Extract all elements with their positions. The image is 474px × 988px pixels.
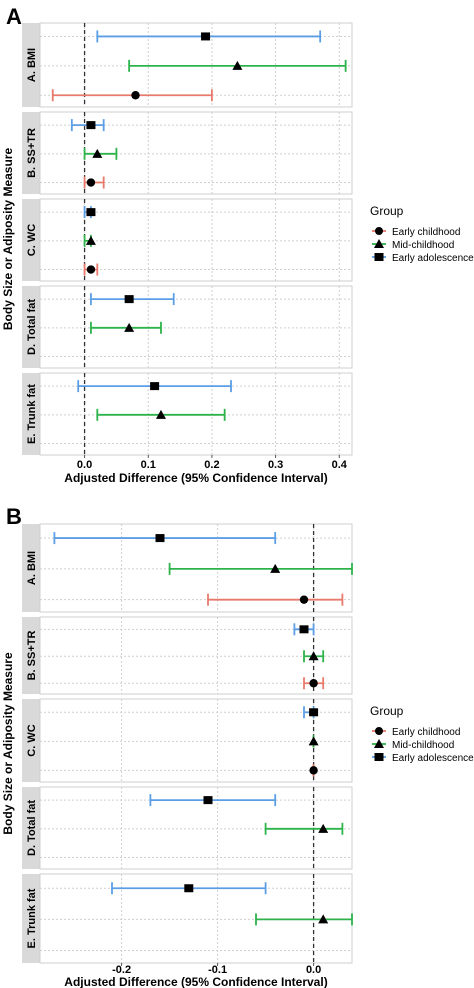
x-tick-label: -0.1 <box>208 964 227 976</box>
point-estimate-square <box>203 796 213 805</box>
facet-plot-area <box>39 698 353 783</box>
point-estimate-square <box>155 534 165 543</box>
facet-panel: D. Total fat <box>22 786 353 870</box>
point-estimate-square <box>86 208 96 217</box>
point-estimate-circle <box>299 595 309 604</box>
facet-plot-area <box>39 616 353 695</box>
point-estimate-square <box>201 32 211 41</box>
facet-strip-label: A. BMI <box>26 551 38 585</box>
facet-strip <box>22 199 40 281</box>
facet-panel: B. SS+TR <box>22 616 353 695</box>
facet-strip <box>22 286 40 368</box>
figure-panel-letter: A <box>6 4 22 29</box>
point-estimate-triangle <box>124 322 135 332</box>
point-estimate-circle <box>86 265 96 274</box>
facet-strip-label: B. SS+TR <box>26 128 38 178</box>
facet-panel: A. BMI <box>22 523 353 613</box>
facet-panel: A. BMI <box>22 22 353 108</box>
facet-strip <box>22 373 40 455</box>
facet-strip-label: C. WC <box>26 224 38 256</box>
forest-plot-a: A Body Size or Adiposity Measure A. BMI B. … <box>1 4 474 485</box>
point-estimate-triangle <box>85 235 96 245</box>
legend-key-triangle <box>374 739 384 748</box>
facet-strip-label: D. Total fat <box>26 800 38 856</box>
facet-strip-label: B. SS+TR <box>26 631 38 681</box>
point-estimate-square <box>150 382 160 391</box>
facet-strip-label: A. BMI <box>26 48 38 82</box>
facet-strip <box>22 23 40 107</box>
y-axis-label: Body Size or Adiposity Measure <box>1 148 15 331</box>
legend-title: Group <box>370 704 404 718</box>
point-estimate-square <box>124 295 134 304</box>
x-axis-label: Adjusted Difference (95% Confidence Inte… <box>64 975 327 988</box>
facet-strip-label: D. Total fat <box>26 299 38 355</box>
facet-strip <box>22 112 40 194</box>
point-estimate-square <box>184 884 194 893</box>
legend-key-triangle <box>374 239 384 248</box>
point-estimate-circle <box>309 679 318 688</box>
point-estimate-triangle <box>308 736 319 746</box>
facet-strip <box>22 874 40 963</box>
legend-entry-label: Mid-childhood <box>392 740 454 751</box>
legend-title: Group <box>370 204 404 218</box>
x-tick-label: 0.3 <box>268 459 283 471</box>
point-estimate-triangle <box>318 823 329 833</box>
facet-panel: E. Trunk fat <box>22 873 353 964</box>
x-axis-label: Adjusted Difference (95% Confidence Inte… <box>64 471 327 485</box>
point-estimate-circle <box>86 178 96 187</box>
legend-entry-label: Early childhood <box>392 227 460 238</box>
x-tick-label: 0.4 <box>332 459 348 471</box>
x-tick-label: -0.2 <box>112 964 131 976</box>
facet-strip <box>22 617 40 694</box>
facet-panel: E. Trunk fat <box>22 372 353 456</box>
point-estimate-triangle <box>270 563 281 573</box>
facet-panel: B. SS+TR <box>22 111 353 195</box>
point-estimate-triangle <box>308 651 319 661</box>
point-estimate-square <box>299 625 309 634</box>
point-estimate-square <box>309 708 319 717</box>
point-estimate-circle <box>131 91 140 100</box>
legend-entry-label: Early adolescence <box>392 753 474 764</box>
facet-strip-label: E. Trunk fat <box>26 888 38 948</box>
legend-entry-label: Early adolescence <box>392 253 474 264</box>
point-estimate-triangle <box>155 409 166 419</box>
forest-plot-b: B Body Size or Adiposity Measure A. BMI B. … <box>1 504 474 988</box>
point-estimate-circle <box>309 766 318 775</box>
x-tick-label: 0.1 <box>141 459 156 471</box>
facet-strip <box>22 787 40 869</box>
point-estimate-triangle <box>92 148 103 158</box>
facet-panel: D. Total fat <box>22 285 353 369</box>
legend-entry-label: Early childhood <box>392 727 460 738</box>
facet-strip-label: E. Trunk fat <box>26 384 38 444</box>
legend: Group Early childhood Mid-childhood Early a… <box>370 204 474 264</box>
facet-strip <box>22 699 40 782</box>
x-tick-label: 0.0 <box>306 964 321 976</box>
legend-key-square <box>374 753 384 761</box>
legend-key-circle <box>375 727 383 735</box>
facet-panel: C. WC <box>22 698 353 783</box>
legend-key-square <box>374 253 384 261</box>
figure-panel-letter: B <box>6 504 22 529</box>
legend: Group Early childhood Mid-childhood Early a… <box>370 704 474 764</box>
facet-strip-label: C. WC <box>26 724 38 756</box>
x-tick-label: 0.2 <box>204 459 219 471</box>
y-axis-label: Body Size or Adiposity Measure <box>1 652 15 835</box>
legend-key-circle <box>375 227 383 235</box>
facet-strip <box>22 524 40 612</box>
point-estimate-triangle <box>232 60 243 70</box>
legend-entry-label: Mid-childhood <box>392 240 454 251</box>
point-estimate-square <box>86 121 96 130</box>
x-tick-label: 0.0 <box>77 459 92 471</box>
facet-plot-area <box>39 285 353 369</box>
facet-panel: C. WC <box>22 198 353 282</box>
point-estimate-triangle <box>318 914 329 924</box>
